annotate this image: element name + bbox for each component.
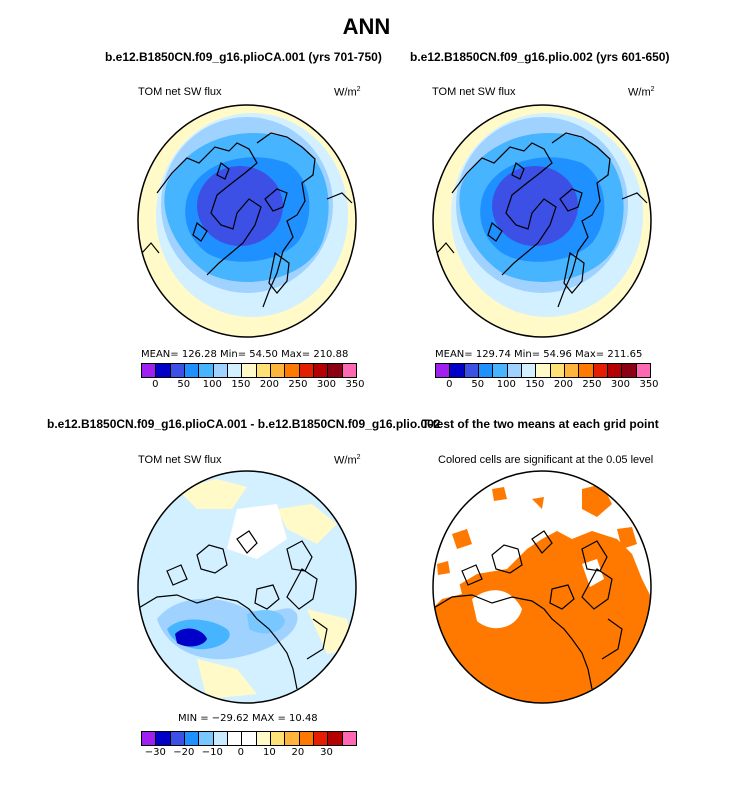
colorbar-swatch	[536, 364, 551, 377]
colorbar-swatch	[184, 732, 200, 745]
panel1-variable-label: TOM net SW flux	[138, 86, 222, 98]
colorbar-swatch	[156, 732, 171, 745]
panel3-stats: MIN = −29.62 MAX = 10.48	[178, 713, 318, 724]
colorbar-swatch	[450, 364, 465, 377]
panel3-units: W/m2	[334, 454, 361, 467]
colorbar-tick-label: 300	[610, 379, 630, 390]
colorbar-swatch	[507, 364, 522, 377]
colorbar-tick-label: 150	[525, 379, 545, 390]
colorbar-swatch	[213, 364, 228, 377]
colorbar-swatch	[227, 732, 243, 745]
colorbar-tick-label: 200	[553, 379, 573, 390]
panel2-colorbar	[435, 363, 651, 378]
panel3-colorbar	[141, 731, 357, 746]
colorbar-tick-label: 200	[259, 379, 279, 390]
colorbar-tick-label: 350	[639, 379, 659, 390]
colorbar-tick-label: 10	[263, 747, 276, 758]
colorbar-swatch	[242, 364, 257, 377]
colorbar-swatch	[270, 732, 286, 745]
panel3-title: b.e12.B1850CN.f09_g16.plioCA.001 - b.e12…	[47, 417, 441, 431]
colorbar-tick-label: 0	[237, 747, 245, 758]
panel2-units: W/m2	[628, 86, 655, 99]
colorbar-swatch	[227, 364, 243, 377]
panel2-map	[432, 104, 652, 338]
colorbar-tick-label: −30	[144, 747, 166, 758]
colorbar-swatch	[313, 364, 329, 377]
colorbar-swatch	[285, 732, 300, 745]
colorbar-swatch	[342, 732, 356, 745]
colorbar-tick-label: 250	[582, 379, 602, 390]
colorbar-swatch	[142, 364, 157, 377]
colorbar-swatch	[313, 732, 329, 745]
colorbar-swatch	[593, 364, 608, 377]
colorbar-tick-label: 50	[177, 379, 191, 390]
colorbar-swatch	[328, 364, 343, 377]
colorbar-swatch	[550, 364, 565, 377]
colorbar-swatch	[464, 364, 479, 377]
panel1-colorbar	[141, 363, 357, 378]
colorbar-swatch	[636, 364, 650, 377]
colorbar-swatch	[328, 732, 343, 745]
colorbar-swatch	[156, 364, 171, 377]
colorbar-tick-label: 350	[345, 379, 365, 390]
colorbar-swatch	[199, 732, 214, 745]
colorbar-tick-label: 20	[291, 747, 305, 758]
colorbar-swatch	[170, 732, 185, 745]
panel3-map	[137, 470, 357, 704]
colorbar-swatch	[242, 732, 257, 745]
panel2-variable-label: TOM net SW flux	[432, 86, 516, 98]
colorbar-swatch	[342, 364, 356, 377]
colorbar-swatch	[170, 364, 185, 377]
colorbar-tick-label: 0	[446, 379, 453, 390]
panel2-title: b.e12.B1850CN.f09_g16.plio.002 (yrs 601-…	[410, 50, 670, 64]
panel1-map	[137, 104, 357, 338]
colorbar-swatch	[607, 364, 623, 377]
colorbar-swatch	[622, 364, 637, 377]
colorbar-swatch	[256, 732, 271, 745]
panel1-stats: MEAN= 126.28 Min= 54.50 Max= 210.88	[141, 349, 349, 360]
colorbar-tick-label: 100	[202, 379, 222, 390]
colorbar-swatch	[285, 364, 300, 377]
panel4-title: T-test of the two means at each grid poi…	[422, 417, 659, 431]
colorbar-tick-label: 250	[288, 379, 308, 390]
page-title: ANN	[342, 14, 391, 39]
colorbar-tick-label: 300	[316, 379, 336, 390]
colorbar-tick-label: 0	[152, 379, 159, 390]
colorbar-tick-label: 50	[471, 379, 485, 390]
colorbar-swatch	[199, 364, 214, 377]
colorbar-swatch	[493, 364, 508, 377]
panel1-title: b.e12.B1850CN.f09_g16.plioCA.001 (yrs 70…	[105, 50, 382, 64]
colorbar-swatch	[213, 732, 228, 745]
colorbar-tick-label: −10	[201, 747, 223, 758]
panel4-subtitle: Colored cells are significant at the 0.0…	[438, 454, 654, 466]
panel1-units: W/m2	[334, 86, 361, 99]
panel2-stats: MEAN= 129.74 Min= 54.96 Max= 211.65	[435, 349, 643, 360]
colorbar-swatch	[564, 364, 580, 377]
panel4-map	[432, 470, 652, 704]
colorbar-swatch	[270, 364, 286, 377]
colorbar-swatch	[142, 732, 157, 745]
colorbar-swatch	[184, 364, 200, 377]
colorbar-tick-label: 30	[320, 747, 333, 758]
colorbar-swatch	[299, 364, 314, 377]
colorbar-swatch	[579, 364, 594, 377]
colorbar-swatch	[256, 364, 271, 377]
colorbar-tick-label: 100	[496, 379, 516, 390]
colorbar-swatch	[299, 732, 314, 745]
colorbar-swatch	[436, 364, 451, 377]
colorbar-swatch	[521, 364, 537, 377]
colorbar-tick-label: −20	[173, 747, 195, 758]
colorbar-tick-label: 150	[231, 379, 251, 390]
panel3-variable-label: TOM net SW flux	[138, 454, 222, 466]
colorbar-swatch	[478, 364, 494, 377]
